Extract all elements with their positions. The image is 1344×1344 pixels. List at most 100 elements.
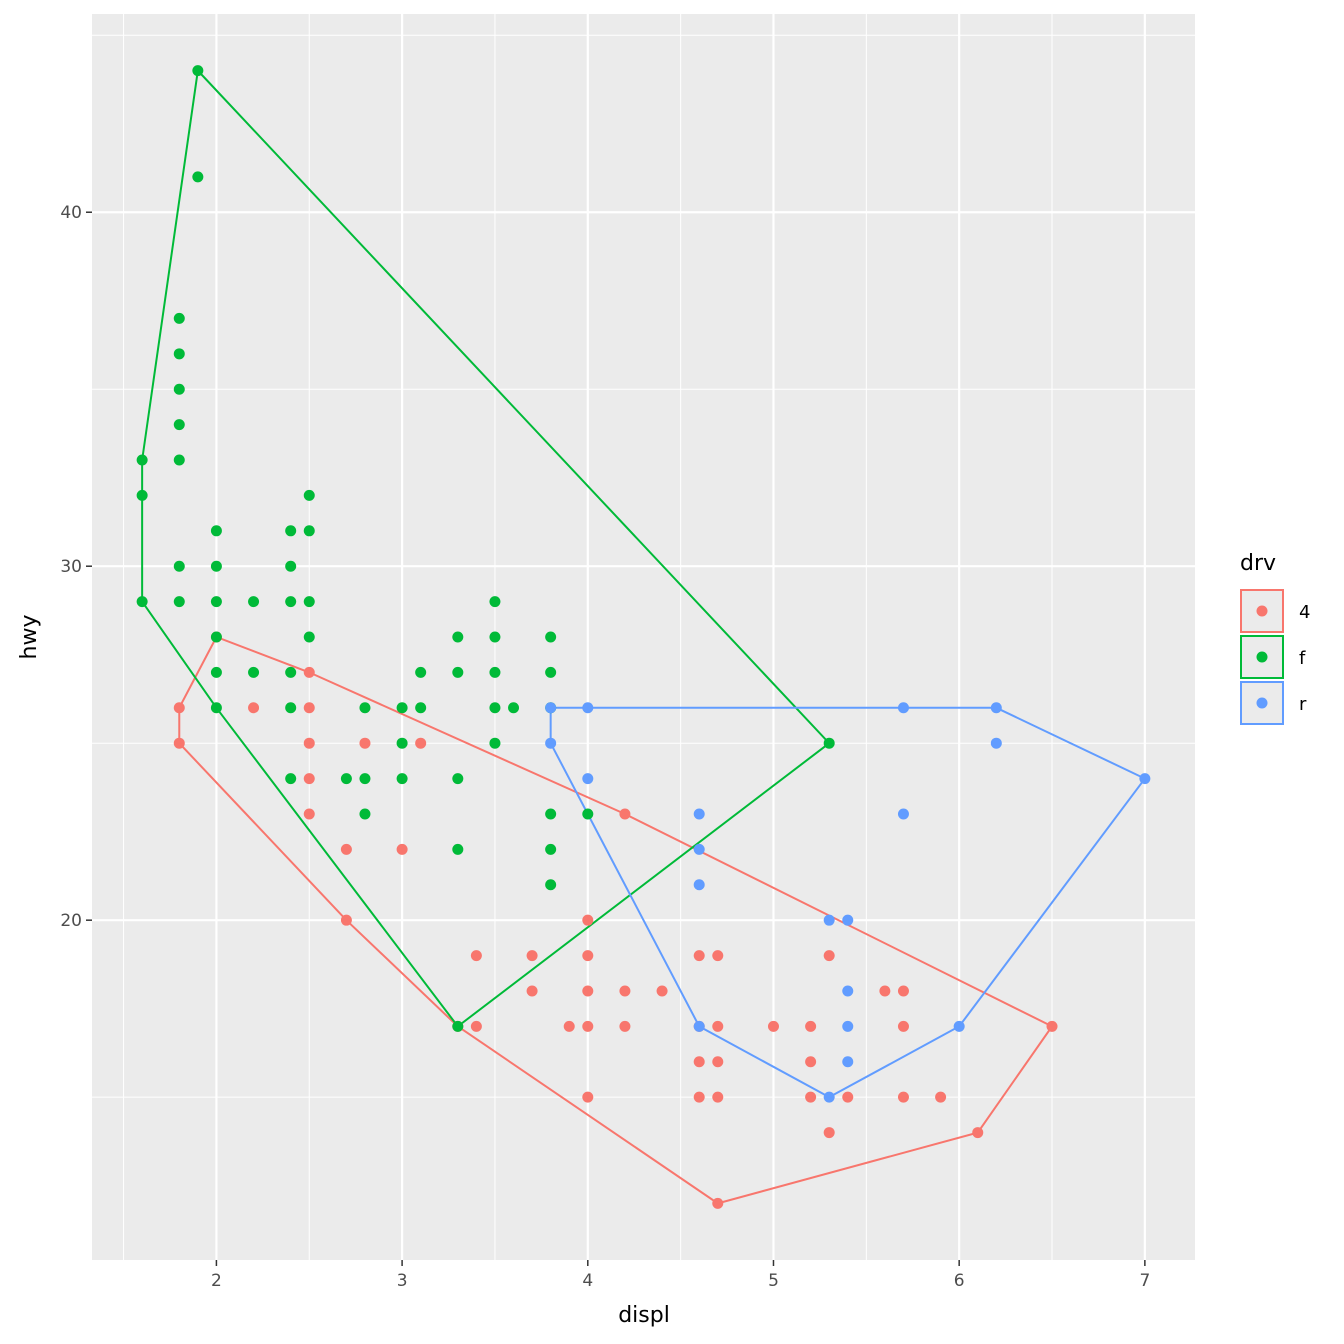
data-point-4 bbox=[897, 1091, 909, 1103]
data-point-f bbox=[359, 702, 371, 714]
data-point-f bbox=[285, 773, 297, 785]
data-point-f bbox=[248, 666, 260, 678]
x-axis-title: displ bbox=[618, 1303, 670, 1328]
data-point-r bbox=[823, 914, 835, 926]
data-point-4 bbox=[415, 737, 427, 749]
data-point-f bbox=[396, 702, 408, 714]
data-point-4 bbox=[526, 985, 538, 997]
data-point-4 bbox=[340, 914, 352, 926]
data-point-4 bbox=[805, 1056, 817, 1068]
data-point-r bbox=[693, 1020, 705, 1032]
x-tick-label: 7 bbox=[1139, 1271, 1150, 1291]
plot-panel bbox=[92, 14, 1195, 1260]
data-point-f bbox=[340, 773, 352, 785]
data-point-r bbox=[823, 1091, 835, 1103]
data-point-f bbox=[823, 737, 835, 749]
data-point-f bbox=[452, 773, 464, 785]
data-point-f bbox=[173, 312, 185, 324]
data-point-f bbox=[545, 879, 557, 891]
data-point-4 bbox=[712, 1020, 724, 1032]
legend-label: f bbox=[1299, 648, 1306, 669]
data-point-r bbox=[582, 702, 594, 714]
data-point-f bbox=[136, 454, 148, 466]
data-point-f bbox=[173, 454, 185, 466]
data-point-4 bbox=[879, 985, 891, 997]
data-point-f bbox=[489, 666, 501, 678]
data-point-r bbox=[582, 773, 594, 785]
data-point-4 bbox=[712, 1056, 724, 1068]
data-point-f bbox=[285, 525, 297, 537]
x-tick-label: 3 bbox=[397, 1271, 408, 1291]
data-point-4 bbox=[173, 737, 185, 749]
data-point-4 bbox=[563, 1020, 575, 1032]
data-point-f bbox=[303, 489, 315, 501]
legend-label: r bbox=[1299, 694, 1307, 715]
data-point-f bbox=[173, 383, 185, 395]
data-point-4 bbox=[1046, 1020, 1058, 1032]
data-point-4 bbox=[712, 1091, 724, 1103]
data-point-4 bbox=[693, 1091, 705, 1103]
data-point-f bbox=[210, 666, 222, 678]
data-point-f bbox=[192, 65, 204, 77]
data-point-f bbox=[545, 666, 557, 678]
data-point-r bbox=[693, 843, 705, 855]
data-point-f bbox=[210, 631, 222, 643]
data-point-f bbox=[173, 348, 185, 360]
data-point-f bbox=[136, 596, 148, 608]
data-point-4 bbox=[897, 985, 909, 997]
data-point-4 bbox=[897, 1020, 909, 1032]
data-point-f bbox=[192, 171, 204, 183]
data-point-4 bbox=[712, 950, 724, 962]
data-point-4 bbox=[582, 985, 594, 997]
data-point-4 bbox=[303, 702, 315, 714]
x-tick-label: 6 bbox=[954, 1271, 965, 1291]
data-point-f bbox=[285, 560, 297, 572]
data-point-4 bbox=[972, 1127, 984, 1139]
data-point-r bbox=[953, 1020, 965, 1032]
data-point-4 bbox=[303, 666, 315, 678]
data-point-4 bbox=[693, 950, 705, 962]
data-point-f bbox=[545, 808, 557, 820]
data-point-f bbox=[210, 525, 222, 537]
data-point-f bbox=[173, 596, 185, 608]
data-point-4 bbox=[526, 950, 538, 962]
data-point-r bbox=[842, 985, 854, 997]
data-point-4 bbox=[340, 843, 352, 855]
data-point-r bbox=[990, 702, 1002, 714]
data-point-4 bbox=[303, 808, 315, 820]
data-point-r bbox=[842, 1056, 854, 1068]
data-point-4 bbox=[582, 914, 594, 926]
hull-r bbox=[549, 706, 1147, 1099]
data-point-r bbox=[1139, 773, 1151, 785]
data-point-f bbox=[508, 702, 520, 714]
data-point-f bbox=[489, 702, 501, 714]
data-point-f bbox=[303, 525, 315, 537]
y-tick-label: 30 bbox=[60, 557, 82, 577]
data-point-r bbox=[693, 879, 705, 891]
data-point-4 bbox=[712, 1197, 724, 1209]
data-point-f bbox=[452, 1020, 464, 1032]
data-point-f bbox=[173, 560, 185, 572]
x-tick-label: 5 bbox=[768, 1271, 779, 1291]
data-point-f bbox=[396, 773, 408, 785]
legend-point-f bbox=[1256, 651, 1268, 663]
data-point-4 bbox=[693, 1056, 705, 1068]
data-point-f bbox=[285, 702, 297, 714]
data-point-4 bbox=[823, 950, 835, 962]
data-point-r bbox=[897, 808, 909, 820]
data-point-f bbox=[489, 596, 501, 608]
data-point-f bbox=[210, 560, 222, 572]
legend-title: drv bbox=[1240, 551, 1276, 576]
data-point-f bbox=[489, 631, 501, 643]
data-point-r bbox=[990, 737, 1002, 749]
data-point-4 bbox=[619, 985, 631, 997]
data-point-r bbox=[842, 914, 854, 926]
data-point-f bbox=[285, 666, 297, 678]
data-point-4 bbox=[470, 950, 482, 962]
x-tick-label: 4 bbox=[582, 1271, 593, 1291]
data-point-4 bbox=[767, 1020, 779, 1032]
data-point-4 bbox=[359, 737, 371, 749]
data-point-4 bbox=[805, 1091, 817, 1103]
data-point-f bbox=[303, 596, 315, 608]
data-point-f bbox=[489, 737, 501, 749]
